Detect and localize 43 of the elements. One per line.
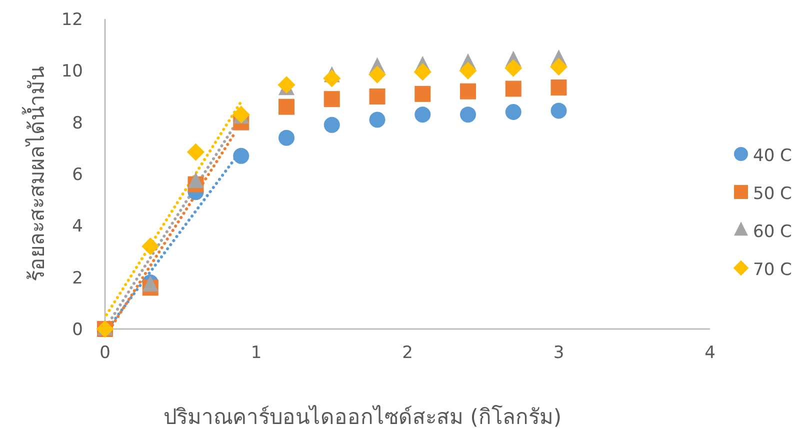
point — [550, 58, 568, 76]
y-tick-label: 10 — [61, 62, 83, 82]
point — [186, 143, 205, 161]
point — [324, 116, 340, 133]
point — [550, 102, 567, 119]
y-tick-label: 6 — [72, 165, 83, 185]
point — [414, 86, 431, 102]
y-tick-label: 8 — [72, 113, 83, 134]
x-tick-label: 2 — [402, 343, 413, 363]
point — [414, 106, 431, 123]
y-tick-label: 4 — [72, 216, 83, 237]
point — [278, 98, 294, 115]
y-axis-title: ร้อยละสะสมผลได้น้ำมัน — [22, 66, 49, 282]
point — [505, 80, 522, 97]
point — [324, 91, 340, 108]
point — [505, 104, 522, 120]
point — [323, 70, 341, 88]
point — [550, 79, 567, 96]
x-tick-label: 0 — [100, 343, 110, 363]
x-tick-label: 1 — [250, 343, 262, 363]
point — [369, 88, 386, 104]
point — [460, 106, 476, 123]
legend-label: 60 C — [753, 222, 792, 242]
legend-label: 70 C — [753, 260, 792, 280]
y-tick-label: 2 — [72, 268, 83, 288]
point — [233, 148, 250, 164]
point — [278, 76, 296, 94]
point — [142, 238, 160, 256]
x-tick-label: 4 — [704, 343, 716, 363]
legend-label: 50 C — [753, 184, 792, 204]
point — [368, 66, 386, 84]
point — [504, 59, 522, 77]
point — [414, 63, 432, 81]
point — [369, 112, 386, 128]
point — [460, 83, 476, 100]
x-tick-label: 3 — [553, 343, 564, 363]
point — [188, 172, 204, 188]
point — [278, 130, 294, 146]
y-tick-label: 0 — [72, 320, 83, 340]
y-tick-label: 12 — [61, 10, 83, 30]
x-axis-title: ปริมาณคาร์บอนไดออกไซด์สะสม (กิโลกรัม) — [163, 405, 562, 429]
legend-label: 40 C — [753, 146, 792, 166]
point — [459, 62, 477, 80]
